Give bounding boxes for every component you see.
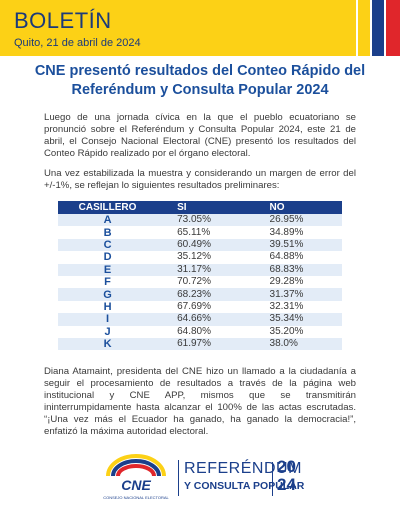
ballot-letter: C bbox=[103, 238, 112, 251]
percentage: 35.20% bbox=[269, 325, 304, 337]
percentage: 26.95% bbox=[269, 214, 304, 226]
ballot-letter: F bbox=[104, 276, 111, 289]
table-row: H 67.69% 32.31% bbox=[58, 301, 342, 313]
logo-text: CNE bbox=[121, 477, 151, 493]
percentage: 39.51% bbox=[269, 238, 304, 250]
table-row: A 73.05% 26.95% bbox=[58, 214, 342, 227]
percentage: 64.80% bbox=[177, 325, 211, 337]
percentage: 34.89% bbox=[269, 226, 304, 238]
percentage: 31.17% bbox=[177, 263, 211, 275]
ballot-letter: H bbox=[103, 300, 112, 313]
percentage: 68.23% bbox=[177, 288, 211, 300]
ballot-letter: I bbox=[106, 313, 110, 326]
percentage: 65.11% bbox=[177, 226, 211, 238]
ballot-letter: B bbox=[103, 226, 112, 239]
cne-logo: CNE CONSEJO NACIONAL ELECTORAL bbox=[103, 454, 170, 500]
table-row: F 70.72% 29.28% bbox=[58, 276, 342, 288]
percentage: 35.34% bbox=[269, 313, 304, 325]
table-row: B 65.11% 34.89% bbox=[58, 226, 342, 239]
header-date: Quito, 21 de abril de 2024 bbox=[14, 37, 141, 49]
column-header: CASILLERO bbox=[58, 201, 158, 214]
table-row: I 64.66% 35.34% bbox=[58, 313, 342, 326]
table-row: E 31.17% 68.83% bbox=[58, 263, 342, 276]
paragraph: Una vez estabilizada la muestra y consid… bbox=[44, 168, 356, 191]
divider bbox=[178, 460, 179, 496]
percentage: 68.83% bbox=[269, 263, 304, 275]
percentage: 60.49% bbox=[177, 238, 211, 250]
ballot-letter: K bbox=[103, 338, 112, 351]
column-header: SI bbox=[157, 201, 250, 214]
ballot-letter: G bbox=[103, 288, 112, 301]
table-row: D 35.12% 64.88% bbox=[58, 251, 342, 263]
year-bottom: 24 bbox=[277, 475, 296, 494]
paragraph: Diana Atamaint, presidenta del CNE hizo … bbox=[44, 366, 356, 437]
ballot-letter: A bbox=[103, 214, 112, 227]
percentage: 32.31% bbox=[269, 300, 304, 312]
percentage: 35.12% bbox=[177, 251, 211, 263]
headline: CNE presentó resultados del Conteo Rápid… bbox=[34, 63, 366, 98]
percentage: 64.88% bbox=[269, 251, 304, 263]
results-table: CASILLERO SI NO A 73.05% 26.95% B 65.11% 34.8… bbox=[58, 201, 342, 351]
paragraph: Luego de una jornada cívica en la que el… bbox=[44, 112, 356, 159]
table-row: J 64.80% 35.20% bbox=[58, 326, 342, 338]
percentage: 61.97% bbox=[177, 338, 211, 350]
divider bbox=[272, 462, 273, 496]
flag bbox=[358, 0, 400, 56]
footer-line2: Y CONSULTA POPULAR bbox=[184, 480, 305, 492]
percentage: 73.05% bbox=[177, 214, 211, 226]
header-title: BOLETÍN bbox=[14, 8, 112, 33]
percentage: 29.28% bbox=[269, 276, 304, 288]
ballot-letter: E bbox=[103, 263, 112, 276]
ballot-letter: J bbox=[104, 325, 111, 338]
header-band bbox=[0, 0, 356, 56]
percentage: 70.72% bbox=[177, 276, 211, 288]
percentage: 64.66% bbox=[177, 313, 211, 325]
percentage: 38.0% bbox=[269, 338, 298, 350]
percentage: 31.37% bbox=[269, 288, 304, 300]
percentage: 67.69% bbox=[177, 300, 211, 312]
table-row: K 61.97% 38.0% bbox=[58, 337, 342, 351]
logo-caption: CONSEJO NACIONAL ELECTORAL bbox=[103, 495, 169, 500]
year-top: 20 bbox=[277, 457, 296, 476]
table-row: C 60.49% 39.51% bbox=[58, 238, 342, 252]
column-header: NO bbox=[249, 201, 342, 214]
table-row: G 68.23% 31.37% bbox=[58, 288, 342, 301]
ballot-letter: D bbox=[103, 251, 112, 264]
